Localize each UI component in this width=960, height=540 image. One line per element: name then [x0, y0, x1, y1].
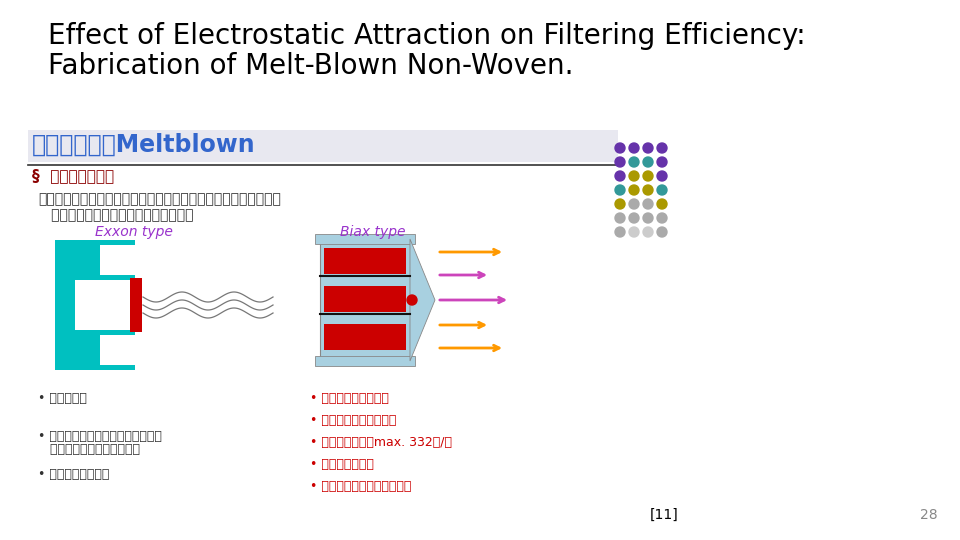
Circle shape — [643, 227, 653, 237]
FancyBboxPatch shape — [55, 278, 75, 332]
Circle shape — [657, 199, 667, 209]
FancyBboxPatch shape — [28, 130, 618, 162]
Circle shape — [657, 143, 667, 153]
Circle shape — [615, 171, 625, 181]
Polygon shape — [410, 239, 435, 361]
Circle shape — [643, 143, 653, 153]
Text: 對聚合物燔體細流進行拉伸: 對聚合物燔體細流進行拉伸 — [38, 443, 140, 456]
Text: §  燔噴不織布原理: § 燔噴不織布原理 — [32, 168, 114, 183]
Text: • 多排噴絲孔並列排列: • 多排噴絲孔並列排列 — [310, 392, 389, 405]
Circle shape — [615, 143, 625, 153]
Circle shape — [643, 157, 653, 167]
FancyBboxPatch shape — [55, 330, 135, 370]
Text: • 可承受較高紡壓: • 可承受較高紡壓 — [310, 458, 373, 471]
Text: • 噴絲孔與風道呼同心圓: • 噴絲孔與風道呼同心圓 — [310, 414, 396, 427]
Circle shape — [629, 199, 639, 209]
Text: 燔噴不織布～Meltblown: 燔噴不織布～Meltblown — [32, 133, 255, 157]
FancyBboxPatch shape — [324, 286, 406, 312]
FancyBboxPatch shape — [320, 240, 410, 360]
Circle shape — [615, 185, 625, 195]
Text: Exxon type: Exxon type — [95, 225, 173, 239]
Circle shape — [629, 213, 639, 223]
FancyBboxPatch shape — [130, 278, 142, 332]
FancyBboxPatch shape — [100, 335, 135, 365]
Circle shape — [615, 199, 625, 209]
Text: • 單排噴絲孔: • 單排噴絲孔 — [38, 392, 86, 405]
Circle shape — [629, 227, 639, 237]
FancyBboxPatch shape — [324, 324, 406, 350]
Circle shape — [657, 213, 667, 223]
Circle shape — [407, 295, 417, 305]
Text: 28: 28 — [920, 508, 938, 522]
Circle shape — [657, 185, 667, 195]
Circle shape — [657, 157, 667, 167]
Text: • 熱風由噴絲孔兩側風道高速吹出，: • 熱風由噴絲孔兩側風道高速吹出， — [38, 430, 162, 443]
Text: Effect of Electrostatic Attraction on Filtering Efficiency:: Effect of Electrostatic Attraction on Fi… — [48, 22, 805, 50]
Circle shape — [643, 199, 653, 209]
Circle shape — [629, 171, 639, 181]
Circle shape — [615, 213, 625, 223]
Text: • 常見燔噴量產設備: • 常見燔噴量產設備 — [38, 468, 109, 481]
Circle shape — [657, 171, 667, 181]
Text: 〇將燔融的高分子藉由押出機擠入高速熱氣流中，以形成超細纖維: 〇將燔融的高分子藉由押出機擠入高速熱氣流中，以形成超細纖維 — [38, 192, 281, 206]
Circle shape — [629, 143, 639, 153]
Circle shape — [643, 185, 653, 195]
FancyBboxPatch shape — [315, 356, 415, 366]
Text: Biax type: Biax type — [340, 225, 405, 239]
Circle shape — [657, 227, 667, 237]
Text: [11]: [11] — [650, 508, 679, 522]
Text: 並吹向收集器堆積成超細纖維網狀結構: 並吹向收集器堆積成超細纖維網狀結構 — [38, 208, 194, 222]
Circle shape — [643, 213, 653, 223]
Text: • 高產量：噴絲孔max. 332孔/寸: • 高產量：噴絲孔max. 332孔/寸 — [310, 436, 452, 449]
FancyBboxPatch shape — [315, 234, 415, 244]
Circle shape — [615, 157, 625, 167]
FancyBboxPatch shape — [324, 248, 406, 274]
Text: • 省能源、靜活性、容易拆裝: • 省能源、靜活性、容易拆裝 — [310, 480, 412, 493]
Circle shape — [629, 185, 639, 195]
Circle shape — [629, 157, 639, 167]
Circle shape — [643, 171, 653, 181]
FancyBboxPatch shape — [55, 240, 135, 280]
Circle shape — [615, 227, 625, 237]
Text: Fabrication of Melt-Blown Non-Woven.: Fabrication of Melt-Blown Non-Woven. — [48, 52, 573, 80]
FancyBboxPatch shape — [100, 245, 135, 275]
